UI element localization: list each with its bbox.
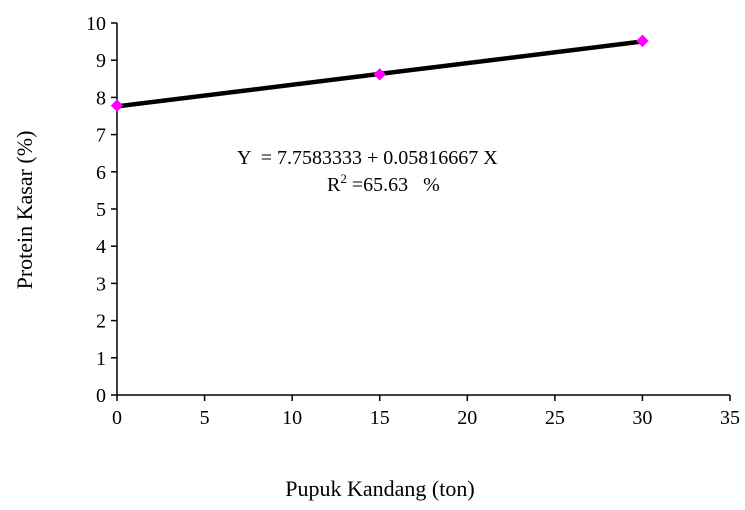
data-point [373, 68, 386, 81]
r-squared-prefix: R [327, 174, 341, 196]
x-tick-label: 0 [112, 407, 122, 429]
x-tick-label: 20 [457, 407, 477, 429]
r-squared-value: =65.63 % [347, 174, 440, 196]
y-tick-label: 0 [96, 385, 106, 407]
x-tick-label: 25 [545, 407, 565, 429]
y-tick-label: 4 [96, 236, 106, 258]
y-tick-label: 5 [96, 199, 106, 221]
data-points [110, 34, 649, 112]
x-tick-label: 15 [370, 407, 390, 429]
equation-text: Y = 7.7583333 + 0.05816667 X [237, 147, 498, 169]
y-tick-label: 2 [96, 311, 106, 333]
y-axis-title: Protein Kasar (%) [12, 131, 37, 290]
y-tick-label: 6 [96, 162, 106, 184]
data-point [110, 99, 124, 112]
data-point [636, 34, 649, 48]
r-squared-text: R2 =65.63 % [327, 171, 440, 196]
x-axis: 0 5 10 15 20 25 30 35 [112, 394, 740, 429]
y-tick-label: 7 [96, 125, 106, 147]
y-tick-label: 8 [96, 87, 106, 109]
x-tick-label: 10 [282, 407, 302, 429]
x-tick-label: 35 [720, 407, 740, 429]
y-tick-label: 3 [96, 273, 106, 295]
y-tick-label: 1 [96, 348, 106, 370]
y-tick-label: 10 [86, 13, 106, 35]
y-axis: 0 1 2 3 4 5 6 7 8 9 10 [86, 13, 118, 407]
y-tick-label: 9 [96, 50, 106, 72]
r-squared-superscript: 2 [340, 171, 347, 186]
x-tick-label: 5 [200, 407, 210, 429]
x-tick-label: 30 [632, 407, 652, 429]
regression-annotation: Y = 7.7583333 + 0.05816667 X R2 =65.63 % [237, 147, 498, 196]
x-axis-title: Pupuk Kandang (ton) [285, 476, 474, 501]
